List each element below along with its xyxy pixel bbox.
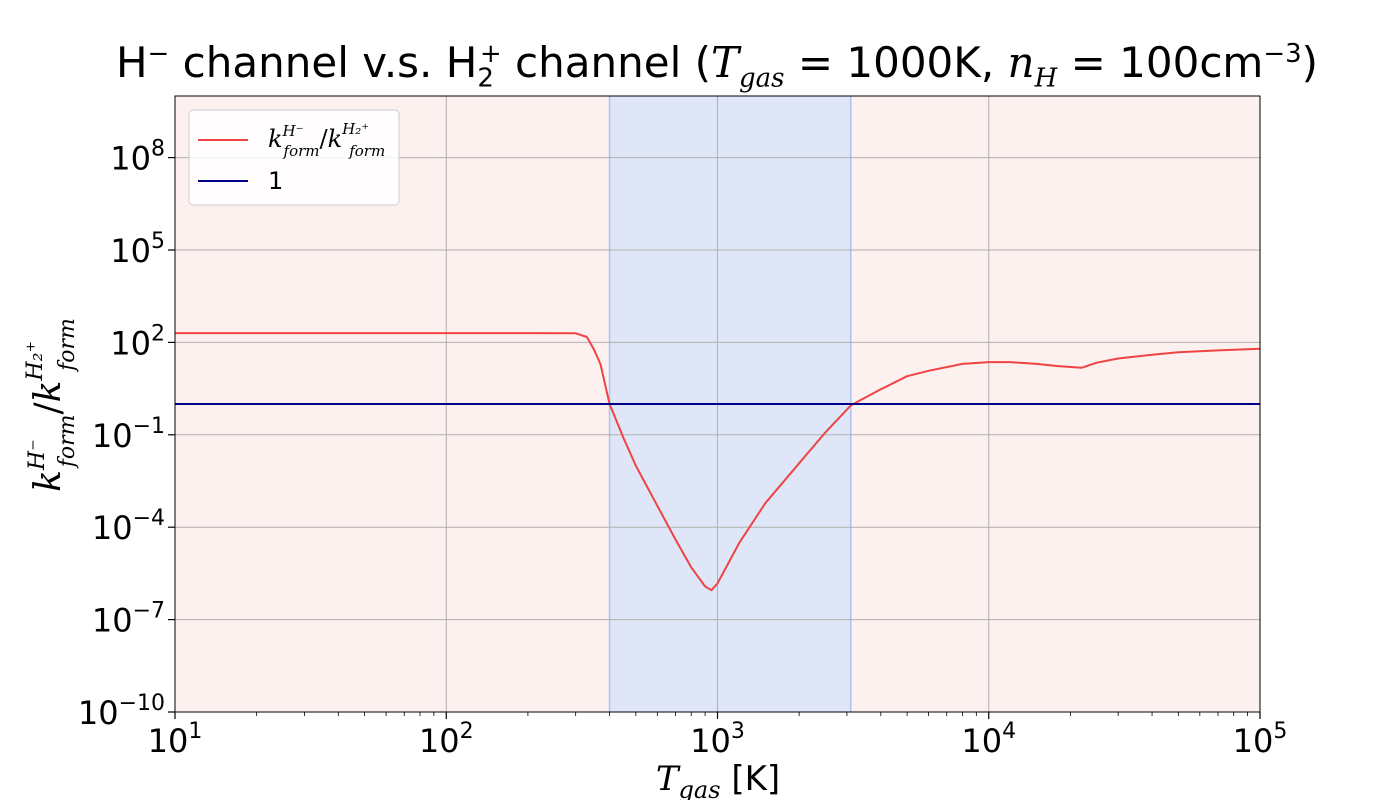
series-lines	[175, 332, 1261, 592]
legend-label-ratio: kH⁻ form/kH₂⁺ form	[268, 120, 385, 160]
y-axis-ticks: 10−10 10−7 10−4 10−1 102 105 108	[78, 137, 175, 732]
x-axis-label: Tgas [K]	[656, 759, 780, 800]
y-tick-label: 102	[110, 321, 165, 362]
y-tick-label: 10−10	[78, 691, 165, 732]
chart-title: H− channel v.s. H2+ channel (Tgas = 1000…	[115, 38, 1319, 94]
legend: kH⁻ form/kH₂⁺ form 1	[188, 109, 400, 206]
x-tick-label: 105	[1233, 719, 1288, 760]
y-tick-label: 10−7	[92, 599, 165, 640]
svg-text:kH⁻form/kH₂⁺form: kH⁻ form/kH₂⁺ form	[23, 318, 80, 492]
x-axis-ticks: 101 102 103 104 105	[148, 712, 1288, 760]
y-tick-label: 108	[110, 137, 165, 178]
x-tick-label: 103	[690, 719, 745, 760]
x-tick-label: 102	[419, 719, 474, 760]
x-tick-label: 104	[961, 719, 1016, 760]
y-tick-label: 10−4	[92, 506, 165, 547]
y-axis-label: kH⁻ form/kH₂⁺ form	[23, 318, 80, 492]
y-tick-label: 10−1	[92, 414, 165, 455]
legend-label-one: 1	[268, 167, 283, 195]
x-tick-label: 101	[148, 719, 203, 760]
series-line-ratio	[175, 332, 1261, 592]
y-tick-label: 105	[110, 229, 165, 270]
